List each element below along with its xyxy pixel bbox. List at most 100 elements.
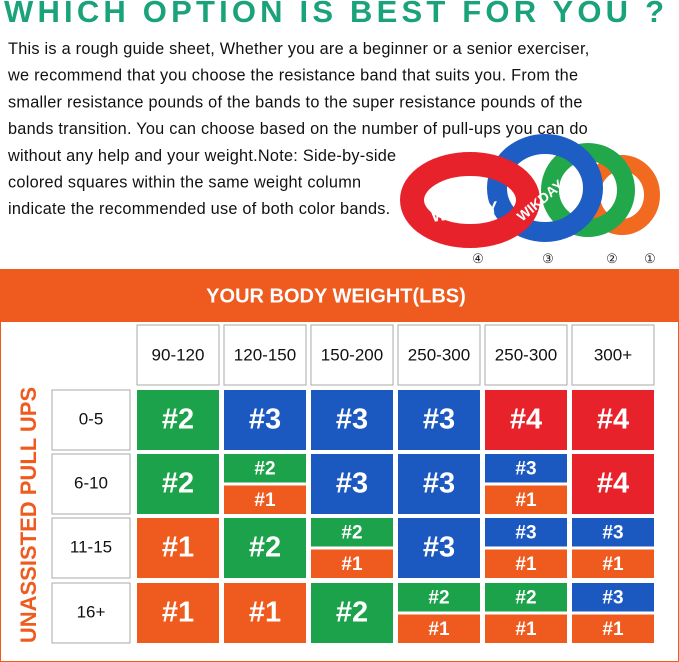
band-cell (572, 549, 654, 578)
row-header: 6-10 (74, 473, 108, 492)
row-header-cell (51, 517, 131, 579)
side-label: UNASSISTED PULL UPS (16, 387, 41, 643)
column-header: 250-300 (408, 345, 470, 364)
table-header: YOUR BODY WEIGHT(LBS) (206, 285, 466, 307)
band-label: #2 (249, 532, 281, 564)
band-cell (224, 583, 306, 643)
column-header-cell (397, 324, 481, 386)
band-label: #3 (423, 404, 455, 436)
band-label: #4 (510, 404, 542, 436)
band-cell (311, 454, 393, 514)
band-cell (398, 614, 480, 643)
intro-line: smaller resistance pounds of the bands t… (8, 93, 583, 111)
band-label: #2 (515, 587, 536, 608)
band-cell (485, 614, 567, 643)
band-cell (485, 583, 567, 612)
column-header: 90-120 (152, 345, 205, 364)
band-number: ③ (542, 251, 554, 266)
band-label: #3 (336, 468, 368, 500)
band-cell (311, 583, 393, 643)
bands-image: WIKDAY WIKDAY (400, 134, 660, 248)
band-label: #3 (336, 404, 368, 436)
band-label: #1 (249, 597, 281, 629)
band-cell (311, 549, 393, 578)
table: 90-120 120-150 150-200 250-300 250-300 300+ 0-… (51, 324, 655, 644)
band-label: #1 (162, 532, 194, 564)
band-label: #2 (254, 458, 275, 479)
band-label: #3 (423, 468, 455, 500)
intro-line: without any help and your weight.Note: S… (7, 147, 396, 165)
column-header-cell (136, 324, 220, 386)
column-header: 150-200 (321, 345, 383, 364)
row-header: 16+ (77, 602, 106, 621)
band-label: #3 (423, 532, 455, 564)
band-cell (398, 583, 480, 612)
blue-band (487, 134, 603, 242)
header-band (0, 270, 679, 322)
band-label: #1 (515, 490, 537, 511)
band-label: #3 (249, 404, 281, 436)
band-label: #4 (597, 404, 629, 436)
column-header-cell (223, 324, 307, 386)
column-header-cell (310, 324, 394, 386)
band-cell (485, 549, 567, 578)
band-label: #1 (254, 490, 276, 511)
band-cell (137, 518, 219, 578)
band-label: #1 (162, 597, 194, 629)
column-header-cell (484, 324, 568, 386)
band-label: #3 (515, 458, 536, 479)
band-cell (485, 485, 567, 514)
band-label: #4 (597, 468, 629, 500)
band-cell (572, 583, 654, 612)
intro-line: bands transition. You can choose based o… (8, 120, 588, 138)
band-cell (224, 454, 306, 483)
row-header: 0-5 (79, 409, 104, 428)
column-header: 300+ (594, 345, 632, 364)
band-cell (224, 518, 306, 578)
intro-line: indicate the recommended use of both col… (8, 200, 390, 218)
band-label: #2 (336, 597, 368, 629)
band-label: #3 (602, 522, 623, 543)
band-label: #1 (515, 619, 537, 640)
band-cell (485, 454, 567, 483)
band-label: #3 (602, 587, 623, 608)
intro-line: This is a rough guide sheet, Whether you… (8, 40, 590, 58)
band-label: #3 (515, 522, 536, 543)
band-label: #2 (341, 522, 362, 543)
band-cell (224, 390, 306, 450)
band-label: #2 (428, 587, 449, 608)
band-number: ① (644, 251, 656, 266)
band-number: ② (606, 251, 618, 266)
title: WHICH OPTION IS BEST FOR YOU ? (4, 0, 664, 29)
intro-text: This is a rough guide sheet, Whether you… (7, 40, 590, 218)
row-header-cell (51, 389, 131, 451)
intro-line: we recommend that you choose the resista… (7, 67, 578, 85)
band-cell (572, 390, 654, 450)
band-label: #1 (602, 554, 624, 575)
band-cell (485, 518, 567, 547)
band-cell (398, 390, 480, 450)
band-label: #1 (515, 554, 537, 575)
band-cell (398, 454, 480, 514)
band-cell (137, 454, 219, 514)
band-cell (311, 518, 393, 547)
row-header: 11-15 (70, 537, 112, 556)
band-cell (137, 583, 219, 643)
band-cell (572, 518, 654, 547)
row-header-cell (51, 582, 131, 644)
red-band (400, 152, 540, 248)
band-label: #1 (428, 619, 450, 640)
band-label: #1 (341, 554, 363, 575)
band-number: ④ (472, 251, 484, 266)
band-cell (137, 390, 219, 450)
row-header-cell (51, 453, 131, 515)
band-labels: ④ ③ ② ① (472, 251, 656, 266)
band-cell (485, 390, 567, 450)
band-cell (572, 614, 654, 643)
band-cell (572, 454, 654, 514)
band-label: #2 (162, 468, 194, 500)
column-header-cell (571, 324, 655, 386)
band-label: #2 (162, 404, 194, 436)
column-header: 120-150 (234, 345, 296, 364)
